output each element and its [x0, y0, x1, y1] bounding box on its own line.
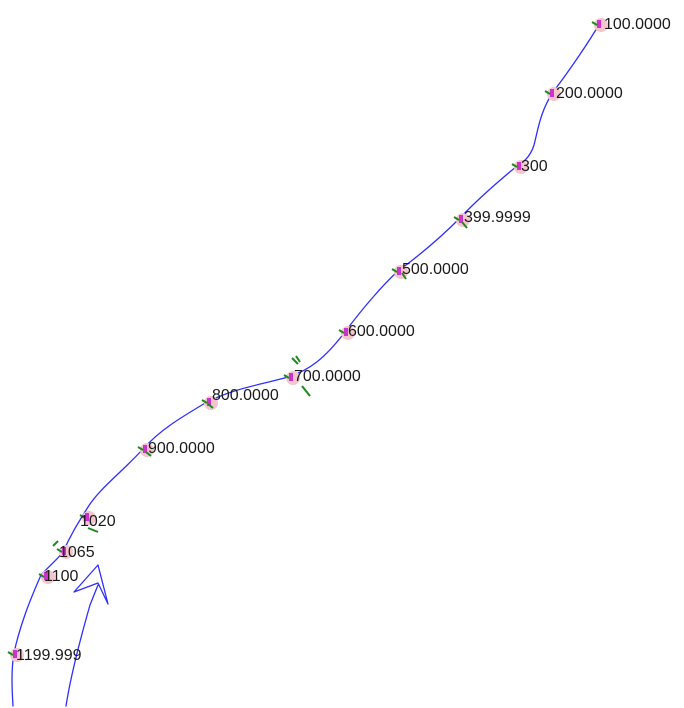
station-marker-core: [517, 162, 521, 170]
annotation-stroke: [291, 357, 299, 365]
station-marker-core: [344, 328, 348, 336]
station-label-800: 800.0000: [212, 387, 279, 404]
station-label-100: 100.0000: [604, 16, 671, 33]
station-marker-s1200: [7, 648, 24, 662]
station-marker-tick: [56, 548, 63, 553]
station-marker-s1100: [38, 570, 55, 584]
station-marker-tick: [591, 21, 598, 26]
station-marker-tick: [137, 446, 144, 451]
station-label-1065: 1065: [59, 544, 95, 561]
station-marker-s1020: [79, 511, 96, 525]
station-marker-tick: [38, 573, 45, 578]
station-marker-tick: [511, 163, 518, 168]
station-label-1100: 1100: [44, 568, 79, 585]
station-label-400: 399.9999: [464, 209, 531, 226]
station-label-200: 200.0000: [556, 85, 623, 102]
station-marker-core: [143, 445, 147, 453]
alignment-branch-line: [65, 584, 99, 707]
station-marker-s1065: [56, 545, 73, 559]
station-marker-tick: [453, 216, 460, 221]
station-marker-tick: [201, 399, 208, 404]
station-marker-core: [62, 547, 66, 555]
station-label-300: 300: [521, 158, 548, 175]
annotation-stroke: [295, 355, 301, 363]
alignment-main-line: [11, 22, 601, 707]
station-marker-core: [207, 398, 211, 406]
station-marker-core: [289, 373, 293, 381]
station-marker-s700: [283, 371, 300, 385]
station-marker-s800: [201, 396, 218, 410]
station-marker-s400: [453, 213, 470, 227]
station-marker-tick: [283, 374, 290, 379]
annotation-stroke: [87, 527, 99, 533]
station-marker-tick: [79, 514, 86, 519]
annotation-stroke: [401, 272, 407, 280]
station-label-1200: 1199.999: [16, 647, 82, 664]
station-label-600: 600.0000: [348, 323, 415, 340]
station-marker-tick: [544, 90, 551, 95]
station-marker-core: [85, 513, 89, 521]
station-label-700: 700.0000: [294, 368, 361, 385]
station-marker-core: [13, 650, 17, 658]
annotation-stroke: [301, 385, 311, 397]
station-marker-s200: [544, 87, 561, 101]
station-label-900: 900.0000: [148, 440, 215, 457]
station-marker-core: [597, 20, 601, 28]
station-marker-tick: [7, 651, 14, 656]
annotation-stroke: [52, 540, 59, 547]
station-marker-s100: [591, 18, 608, 32]
station-marker-tick: [338, 329, 345, 334]
station-marker-core: [459, 215, 463, 223]
station-marker-s300: [511, 160, 528, 174]
annotation-stroke: [461, 221, 468, 229]
branch-arrowhead: [73, 564, 109, 605]
annotation-stroke: [207, 403, 214, 409]
station-marker-tick: [391, 268, 398, 273]
annotation-stroke: [145, 451, 152, 457]
station-marker-core: [550, 89, 554, 97]
station-marker-s600: [338, 326, 355, 340]
station-label-500: 500.0000: [402, 261, 469, 278]
station-marker-core: [397, 267, 401, 275]
station-marker-s900: [137, 443, 154, 457]
station-label-1020: 1020: [80, 513, 116, 530]
station-marker-core: [44, 572, 48, 580]
